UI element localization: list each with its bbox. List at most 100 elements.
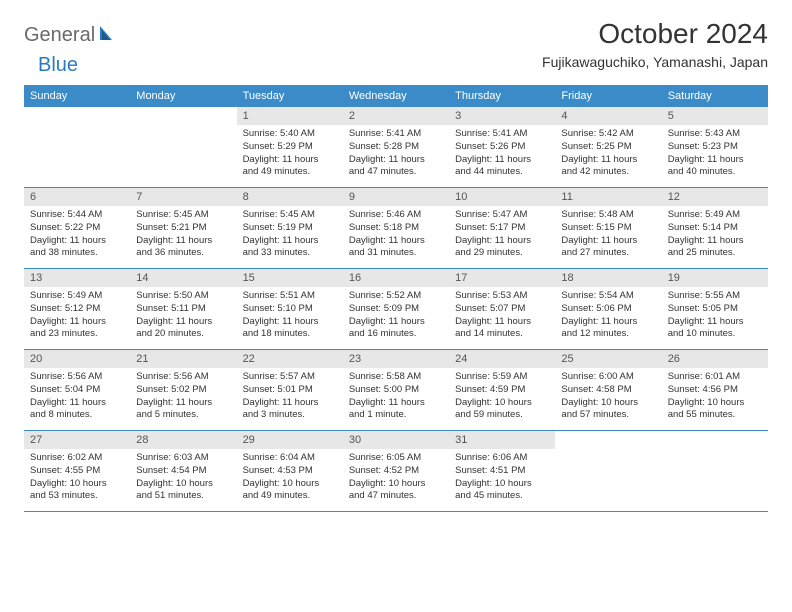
sunset-text: Sunset: 5:11 PM [136, 303, 230, 316]
day-number: 6 [24, 188, 130, 206]
day-number: 17 [449, 269, 555, 287]
day-header: Saturday [662, 85, 768, 107]
sunrise-text: Sunrise: 6:06 AM [455, 452, 549, 465]
daylight-text: Daylight: 11 hours and 38 minutes. [30, 235, 124, 261]
week-row: 20Sunrise: 5:56 AMSunset: 5:04 PMDayligh… [24, 350, 768, 431]
sunrise-text: Sunrise: 5:47 AM [455, 209, 549, 222]
day-cell: 23Sunrise: 5:58 AMSunset: 5:00 PMDayligh… [343, 350, 449, 430]
day-header: Friday [555, 85, 661, 107]
day-number: 21 [130, 350, 236, 368]
day-info: Sunrise: 5:49 AMSunset: 5:12 PMDaylight:… [24, 287, 130, 346]
day-number: 23 [343, 350, 449, 368]
day-number: 5 [662, 107, 768, 125]
day-number: 3 [449, 107, 555, 125]
day-cell: 25Sunrise: 6:00 AMSunset: 4:58 PMDayligh… [555, 350, 661, 430]
daylight-text: Daylight: 11 hours and 25 minutes. [668, 235, 762, 261]
day-info: Sunrise: 5:41 AMSunset: 5:26 PMDaylight:… [449, 125, 555, 184]
daylight-text: Daylight: 11 hours and 10 minutes. [668, 316, 762, 342]
sunset-text: Sunset: 5:17 PM [455, 222, 549, 235]
sunrise-text: Sunrise: 5:45 AM [243, 209, 337, 222]
sunset-text: Sunset: 5:09 PM [349, 303, 443, 316]
day-header: Sunday [24, 85, 130, 107]
daylight-text: Daylight: 11 hours and 42 minutes. [561, 154, 655, 180]
sunset-text: Sunset: 5:05 PM [668, 303, 762, 316]
day-info: Sunrise: 5:59 AMSunset: 4:59 PMDaylight:… [449, 368, 555, 427]
day-info: Sunrise: 6:00 AMSunset: 4:58 PMDaylight:… [555, 368, 661, 427]
week-row: 27Sunrise: 6:02 AMSunset: 4:55 PMDayligh… [24, 431, 768, 512]
daylight-text: Daylight: 11 hours and 40 minutes. [668, 154, 762, 180]
sunset-text: Sunset: 5:12 PM [30, 303, 124, 316]
sunrise-text: Sunrise: 6:00 AM [561, 371, 655, 384]
sunset-text: Sunset: 5:21 PM [136, 222, 230, 235]
day-info: Sunrise: 5:56 AMSunset: 5:04 PMDaylight:… [24, 368, 130, 427]
daylight-text: Daylight: 10 hours and 45 minutes. [455, 478, 549, 504]
day-number: 29 [237, 431, 343, 449]
sunset-text: Sunset: 5:00 PM [349, 384, 443, 397]
day-info: Sunrise: 5:56 AMSunset: 5:02 PMDaylight:… [130, 368, 236, 427]
day-cell: 9Sunrise: 5:46 AMSunset: 5:18 PMDaylight… [343, 188, 449, 268]
day-info: Sunrise: 5:43 AMSunset: 5:23 PMDaylight:… [662, 125, 768, 184]
month-title: October 2024 [542, 18, 768, 50]
sunset-text: Sunset: 4:51 PM [455, 465, 549, 478]
daylight-text: Daylight: 11 hours and 49 minutes. [243, 154, 337, 180]
day-cell: 11Sunrise: 5:48 AMSunset: 5:15 PMDayligh… [555, 188, 661, 268]
daylight-text: Daylight: 11 hours and 36 minutes. [136, 235, 230, 261]
sunrise-text: Sunrise: 5:56 AM [30, 371, 124, 384]
sunrise-text: Sunrise: 5:44 AM [30, 209, 124, 222]
day-cell: 6Sunrise: 5:44 AMSunset: 5:22 PMDaylight… [24, 188, 130, 268]
day-number: 28 [130, 431, 236, 449]
day-cell: 16Sunrise: 5:52 AMSunset: 5:09 PMDayligh… [343, 269, 449, 349]
daylight-text: Daylight: 11 hours and 8 minutes. [30, 397, 124, 423]
day-cell: 20Sunrise: 5:56 AMSunset: 5:04 PMDayligh… [24, 350, 130, 430]
sunrise-text: Sunrise: 6:05 AM [349, 452, 443, 465]
day-header-row: SundayMondayTuesdayWednesdayThursdayFrid… [24, 85, 768, 107]
logo-text-general: General [24, 24, 95, 47]
day-number: 11 [555, 188, 661, 206]
sunset-text: Sunset: 5:04 PM [30, 384, 124, 397]
sunrise-text: Sunrise: 5:58 AM [349, 371, 443, 384]
day-number: 7 [130, 188, 236, 206]
day-cell: 19Sunrise: 5:55 AMSunset: 5:05 PMDayligh… [662, 269, 768, 349]
empty-cell [24, 107, 130, 187]
sunset-text: Sunset: 4:55 PM [30, 465, 124, 478]
daylight-text: Daylight: 11 hours and 12 minutes. [561, 316, 655, 342]
sunset-text: Sunset: 5:07 PM [455, 303, 549, 316]
empty-cell [130, 107, 236, 187]
sunrise-text: Sunrise: 5:59 AM [455, 371, 549, 384]
day-info: Sunrise: 6:06 AMSunset: 4:51 PMDaylight:… [449, 449, 555, 508]
day-header: Thursday [449, 85, 555, 107]
empty-cell [662, 431, 768, 511]
location: Fujikawaguchiko, Yamanashi, Japan [542, 54, 768, 70]
day-number: 31 [449, 431, 555, 449]
sunrise-text: Sunrise: 5:46 AM [349, 209, 443, 222]
day-number: 26 [662, 350, 768, 368]
sunrise-text: Sunrise: 5:52 AM [349, 290, 443, 303]
sunset-text: Sunset: 5:25 PM [561, 141, 655, 154]
daylight-text: Daylight: 11 hours and 44 minutes. [455, 154, 549, 180]
day-cell: 5Sunrise: 5:43 AMSunset: 5:23 PMDaylight… [662, 107, 768, 187]
sunrise-text: Sunrise: 5:51 AM [243, 290, 337, 303]
logo: General [24, 24, 120, 47]
sunset-text: Sunset: 4:58 PM [561, 384, 655, 397]
sunrise-text: Sunrise: 5:41 AM [455, 128, 549, 141]
logo-sail-icon [98, 24, 118, 47]
sunset-text: Sunset: 5:06 PM [561, 303, 655, 316]
sunset-text: Sunset: 5:22 PM [30, 222, 124, 235]
day-cell: 30Sunrise: 6:05 AMSunset: 4:52 PMDayligh… [343, 431, 449, 511]
day-header: Wednesday [343, 85, 449, 107]
day-header: Tuesday [237, 85, 343, 107]
calendar-page: General October 2024 Fujikawaguchiko, Ya… [0, 0, 792, 530]
title-block: October 2024 Fujikawaguchiko, Yamanashi,… [542, 18, 768, 70]
daylight-text: Daylight: 11 hours and 3 minutes. [243, 397, 337, 423]
day-info: Sunrise: 5:40 AMSunset: 5:29 PMDaylight:… [237, 125, 343, 184]
weeks-container: 1Sunrise: 5:40 AMSunset: 5:29 PMDaylight… [24, 107, 768, 512]
day-number: 4 [555, 107, 661, 125]
day-number: 27 [24, 431, 130, 449]
sunrise-text: Sunrise: 5:54 AM [561, 290, 655, 303]
sunset-text: Sunset: 4:54 PM [136, 465, 230, 478]
day-info: Sunrise: 5:44 AMSunset: 5:22 PMDaylight:… [24, 206, 130, 265]
day-info: Sunrise: 6:04 AMSunset: 4:53 PMDaylight:… [237, 449, 343, 508]
sunset-text: Sunset: 5:15 PM [561, 222, 655, 235]
day-cell: 7Sunrise: 5:45 AMSunset: 5:21 PMDaylight… [130, 188, 236, 268]
daylight-text: Daylight: 10 hours and 59 minutes. [455, 397, 549, 423]
